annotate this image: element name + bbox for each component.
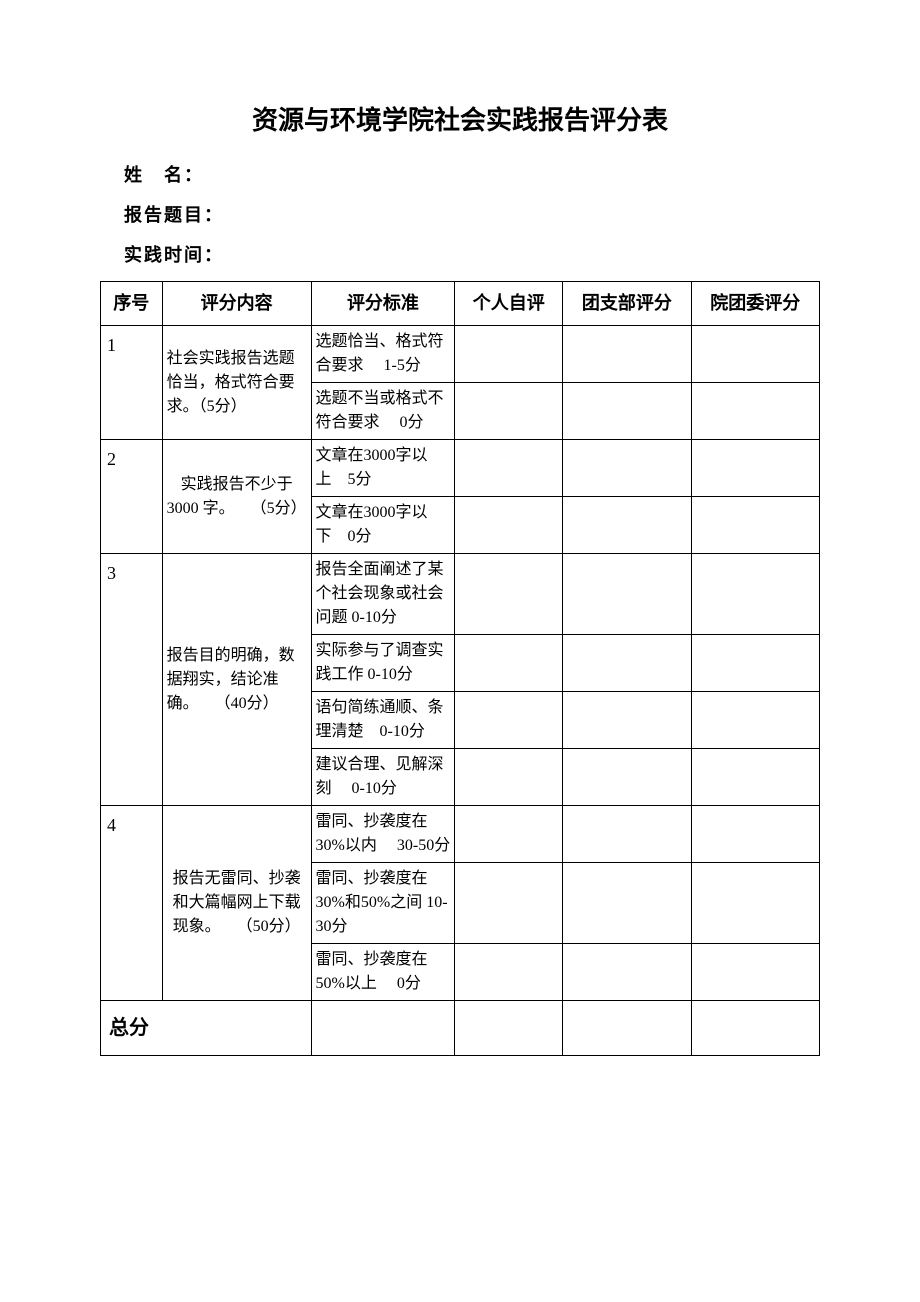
page-title: 资源与环境学院社会实践报告评分表 (100, 100, 820, 137)
header-seq: 序号 (101, 282, 163, 326)
self-score-cell (455, 749, 563, 806)
branch-score-cell (563, 806, 691, 863)
committee-score-cell (691, 383, 819, 440)
total-label: 总分 (101, 1001, 312, 1056)
committee-score-cell (691, 326, 819, 383)
self-score-cell (455, 944, 563, 1001)
table-body: 1 社会实践报告选题恰当，格式符合要求。（5分） 选题恰当、格式符合要求 1-5… (101, 326, 820, 1056)
total-committee (691, 1001, 819, 1056)
committee-score-cell (691, 497, 819, 554)
total-branch (563, 1001, 691, 1056)
committee-score-cell (691, 806, 819, 863)
branch-score-cell (563, 749, 691, 806)
self-score-cell (455, 383, 563, 440)
topic-field-row: 报告题目： (100, 201, 820, 227)
branch-score-cell (563, 440, 691, 497)
standard-cell: 实际参与了调查实践工作 0-10分 (311, 635, 455, 692)
header-standard: 评分标准 (311, 282, 455, 326)
scoring-table: 序号 评分内容 评分标准 个人自评 团支部评分 院团委评分 1 社会实践报告选题… (100, 281, 820, 1056)
self-score-cell (455, 692, 563, 749)
branch-score-cell (563, 635, 691, 692)
standard-cell: 雷同、抄袭度在50%以上 0分 (311, 944, 455, 1001)
standard-cell: 雷同、抄袭度在30%和50%之间 10-30分 (311, 863, 455, 944)
committee-score-cell (691, 635, 819, 692)
branch-score-cell (563, 863, 691, 944)
total-row: 总分 (101, 1001, 820, 1056)
seq-cell: 1 (101, 326, 163, 440)
committee-score-cell (691, 749, 819, 806)
header-content: 评分内容 (162, 282, 311, 326)
self-score-cell (455, 635, 563, 692)
standard-cell: 文章在3000字以上 5分 (311, 440, 455, 497)
seq-cell: 2 (101, 440, 163, 554)
branch-score-cell (563, 944, 691, 1001)
table-row: 4 报告无雷同、抄袭和大篇幅网上下载现象。 （50分） 雷同、抄袭度在30%以内… (101, 806, 820, 863)
total-self (455, 1001, 563, 1056)
table-row: 2 实践报告不少于 3000 字。 （5分） 文章在3000字以上 5分 (101, 440, 820, 497)
branch-score-cell (563, 497, 691, 554)
header-committee: 院团委评分 (691, 282, 819, 326)
time-label: 实践时间： (124, 245, 224, 265)
seq-cell: 4 (101, 806, 163, 1001)
standard-cell: 雷同、抄袭度在30%以内 30-50分 (311, 806, 455, 863)
content-cell: 报告目的明确，数据翔实，结论准确。 （40分） (162, 554, 311, 806)
self-score-cell (455, 326, 563, 383)
branch-score-cell (563, 554, 691, 635)
standard-cell: 选题恰当、格式符合要求 1-5分 (311, 326, 455, 383)
committee-score-cell (691, 944, 819, 1001)
standard-cell: 选题不当或格式不符合要求 0分 (311, 383, 455, 440)
standard-cell: 报告全面阐述了某个社会现象或社会问题 0-10分 (311, 554, 455, 635)
content-cell: 社会实践报告选题恰当，格式符合要求。（5分） (162, 326, 311, 440)
time-field-row: 实践时间： (100, 241, 820, 267)
standard-cell: 建议合理、见解深刻 0-10分 (311, 749, 455, 806)
branch-score-cell (563, 692, 691, 749)
content-cell: 报告无雷同、抄袭和大篇幅网上下载现象。 （50分） (162, 806, 311, 1001)
table-row: 3 报告目的明确，数据翔实，结论准确。 （40分） 报告全面阐述了某个社会现象或… (101, 554, 820, 635)
committee-score-cell (691, 863, 819, 944)
content-cell: 实践报告不少于 3000 字。 （5分） (162, 440, 311, 554)
name-label: 姓 名： (124, 165, 204, 185)
self-score-cell (455, 440, 563, 497)
standard-cell: 文章在3000字以下 0分 (311, 497, 455, 554)
table-header-row: 序号 评分内容 评分标准 个人自评 团支部评分 院团委评分 (101, 282, 820, 326)
self-score-cell (455, 863, 563, 944)
committee-score-cell (691, 440, 819, 497)
self-score-cell (455, 554, 563, 635)
total-standard (311, 1001, 455, 1056)
seq-cell: 3 (101, 554, 163, 806)
branch-score-cell (563, 326, 691, 383)
name-field-row: 姓 名： (100, 161, 820, 187)
branch-score-cell (563, 383, 691, 440)
standard-cell: 语句简练通顺、条理清楚 0-10分 (311, 692, 455, 749)
table-row: 1 社会实践报告选题恰当，格式符合要求。（5分） 选题恰当、格式符合要求 1-5… (101, 326, 820, 383)
committee-score-cell (691, 554, 819, 635)
self-score-cell (455, 806, 563, 863)
topic-label: 报告题目： (124, 205, 224, 225)
header-branch: 团支部评分 (563, 282, 691, 326)
header-self: 个人自评 (455, 282, 563, 326)
committee-score-cell (691, 692, 819, 749)
self-score-cell (455, 497, 563, 554)
